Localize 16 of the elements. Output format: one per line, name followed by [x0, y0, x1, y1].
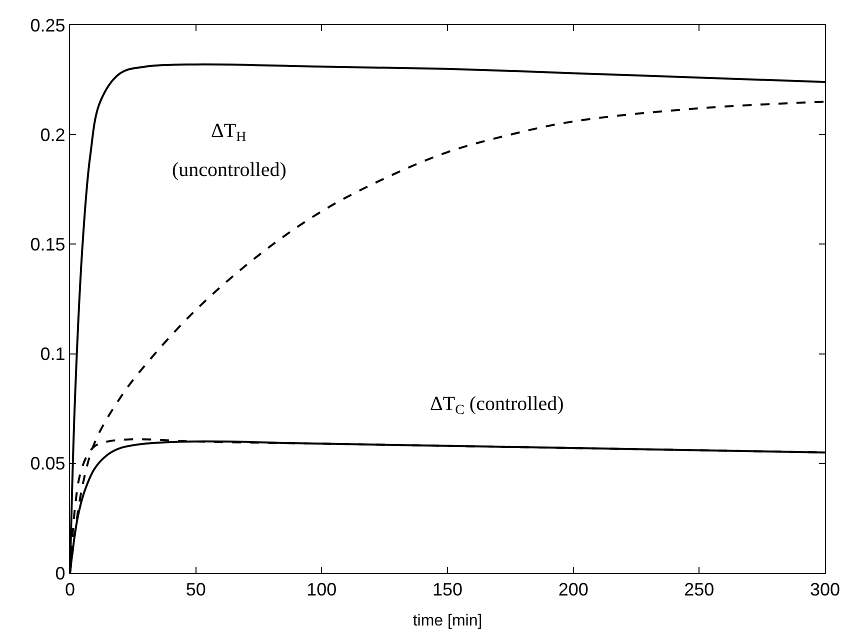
x-tick-label: 200	[558, 580, 588, 600]
y-tick-label: 0.1	[40, 344, 66, 364]
y-tick-label: 0.05	[30, 454, 66, 474]
annotation: ΔT$_{H}$	[211, 120, 246, 146]
x-tick-label: 100	[306, 580, 337, 600]
y-tick-label: 0.2	[40, 124, 66, 145]
y-tick-label: 0.15	[30, 234, 66, 254]
x-tick-label: 150	[432, 580, 463, 600]
x-axis-title: time [min]	[412, 612, 482, 630]
x-tick-label: 250	[684, 580, 714, 600]
annotation: (uncontrolled)	[172, 159, 286, 181]
y-tick-label: 0	[55, 563, 66, 584]
x-tick-label: 300	[810, 580, 840, 600]
x-tick-label: 50	[186, 580, 206, 600]
y-tick-label: 0.25	[30, 15, 66, 36]
annotation: ΔT$_{C}$ (controlled)	[430, 393, 564, 418]
